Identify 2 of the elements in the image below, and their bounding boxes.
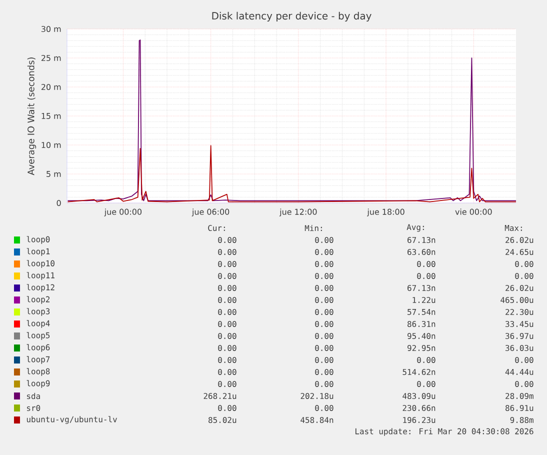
- y-axis-title: Average IO Wait (seconds): [27, 58, 36, 176]
- chart-title: Disk latency per device - by day: [212, 12, 372, 22]
